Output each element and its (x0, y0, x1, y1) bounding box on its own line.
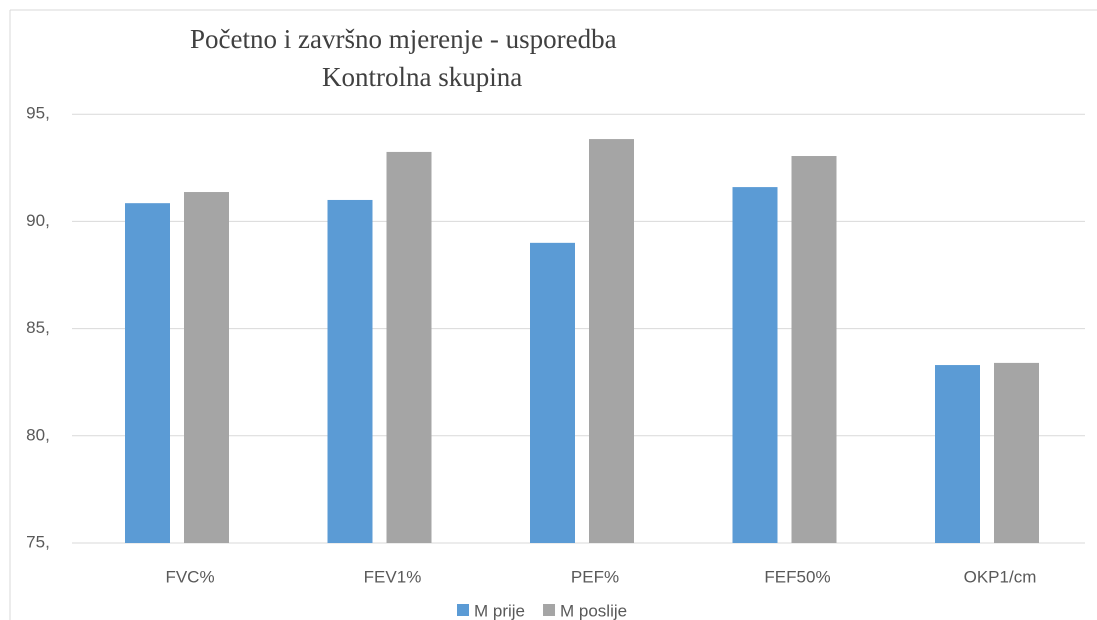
legend-swatch (457, 604, 469, 616)
chart-title: Početno i završno mjerenje - usporedba (190, 24, 617, 54)
y-tick-label: 95, (26, 104, 50, 123)
y-tick-label: 90, (26, 211, 50, 230)
y-tick-label: 80, (26, 425, 50, 444)
bar (327, 199, 373, 543)
y-tick-label: 75, (26, 532, 50, 551)
bar (184, 192, 229, 543)
legend-label: M poslije (560, 601, 627, 620)
x-tick-label: FEF50% (764, 567, 830, 586)
bar (994, 362, 1039, 543)
bar (589, 139, 634, 543)
bar (732, 187, 778, 543)
x-tick-label: FVC% (165, 567, 214, 586)
y-tick-label: 85, (26, 318, 50, 337)
bar (935, 365, 980, 543)
bar (791, 156, 837, 543)
legend-swatch (543, 604, 556, 616)
x-tick-label: FEV1% (364, 567, 422, 586)
bar (386, 151, 432, 544)
bar (530, 242, 575, 543)
x-tick-label: OKP1/cm (964, 567, 1037, 586)
legend-label: M prije (474, 601, 525, 620)
chart-subtitle: Kontrolna skupina (322, 62, 522, 92)
bar (125, 203, 170, 543)
x-tick-label: PEF% (571, 567, 619, 586)
